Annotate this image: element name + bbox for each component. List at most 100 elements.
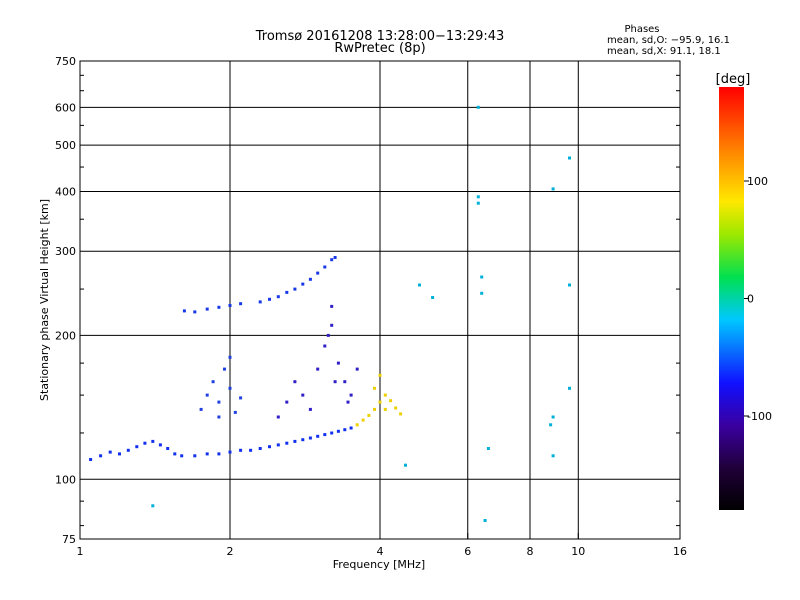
data-point <box>285 400 289 404</box>
data-point <box>217 452 221 456</box>
data-point <box>343 428 347 432</box>
data-point <box>330 258 334 262</box>
data-point <box>228 386 232 390</box>
data-points <box>89 105 571 522</box>
y-tick-label: 300 <box>55 245 76 258</box>
data-point <box>378 400 382 404</box>
data-point <box>217 415 221 419</box>
y-axis-label: Stationary phase Virtual Height [km] <box>38 199 51 401</box>
data-point <box>228 304 232 307</box>
data-point <box>182 309 186 313</box>
data-point <box>249 448 253 452</box>
data-point <box>378 373 382 377</box>
data-point <box>483 519 487 522</box>
y-tick-label: 75 <box>62 533 76 546</box>
data-point <box>355 423 359 427</box>
data-point <box>233 410 237 414</box>
data-point <box>126 448 130 452</box>
data-point <box>394 406 398 410</box>
data-point <box>349 393 353 397</box>
data-point <box>223 367 226 371</box>
data-point <box>349 426 353 430</box>
x-tick-label: 4 <box>377 545 384 558</box>
data-point <box>323 433 327 437</box>
chart-title: Tromsø 20161208 13:28:00−13:29:43 <box>255 29 505 44</box>
data-point <box>431 296 435 299</box>
data-point <box>486 447 490 450</box>
data-point <box>276 415 280 419</box>
y-tick-label: 600 <box>55 101 76 114</box>
data-point <box>330 431 334 435</box>
data-point <box>326 333 330 337</box>
data-point <box>418 283 421 287</box>
legend-title: Phases <box>624 24 659 35</box>
data-point <box>151 504 155 508</box>
data-point <box>480 291 484 295</box>
data-point <box>336 361 340 365</box>
data-point <box>308 407 312 411</box>
data-point <box>308 277 312 281</box>
data-point <box>158 443 162 447</box>
data-point <box>143 441 147 445</box>
x-tick-label: 16 <box>673 545 687 558</box>
data-point <box>404 463 407 467</box>
data-point <box>383 393 387 397</box>
data-point <box>258 300 262 304</box>
data-point <box>258 447 262 450</box>
data-point <box>480 275 484 279</box>
colorbar-tick-label: 0 <box>747 293 754 306</box>
data-point <box>355 367 359 371</box>
data-point <box>99 454 103 458</box>
data-point <box>118 452 121 456</box>
data-point <box>301 393 305 397</box>
data-point <box>180 454 184 458</box>
data-point <box>476 195 480 199</box>
x-tick-label: 10 <box>571 545 585 558</box>
data-point <box>308 436 312 440</box>
x-axis: 1 2 4 6 8 10 16 <box>77 533 687 558</box>
grid-lines <box>80 61 680 539</box>
colorbar-label: [deg] <box>716 72 751 87</box>
data-point <box>330 304 334 308</box>
data-point <box>373 386 376 390</box>
data-point <box>217 400 221 404</box>
data-point <box>211 380 215 384</box>
x-tick-label: 1 <box>77 545 84 558</box>
data-point <box>268 445 271 449</box>
x-tick-label: 6 <box>464 545 471 558</box>
data-point <box>285 290 289 294</box>
data-point <box>205 393 209 397</box>
data-point <box>217 305 221 309</box>
data-point <box>239 396 243 400</box>
data-point <box>336 429 340 433</box>
data-point <box>549 423 553 427</box>
y-tick-label: 200 <box>55 329 76 342</box>
data-point <box>301 438 305 442</box>
data-point <box>151 439 155 443</box>
data-point <box>316 434 320 438</box>
data-point <box>276 443 280 447</box>
x-tick-label: 8 <box>527 545 534 558</box>
data-point <box>228 450 232 454</box>
data-point <box>293 439 297 443</box>
data-point <box>568 283 571 287</box>
chart-subtitle: RwPretec (8p) <box>334 41 425 56</box>
colorbar-tick-label: 100 <box>747 175 768 188</box>
data-point <box>89 458 93 461</box>
data-point <box>323 344 327 348</box>
colorbar-ticks: 100 0 -100 <box>744 175 772 423</box>
data-point <box>316 271 320 275</box>
data-point <box>268 297 271 301</box>
data-point <box>333 380 337 384</box>
data-point <box>301 282 305 286</box>
data-point <box>551 415 555 419</box>
data-point <box>228 355 232 359</box>
data-point <box>389 399 393 403</box>
data-point <box>276 295 280 299</box>
y-tick-label: 500 <box>55 139 76 152</box>
legend-line-o: mean, sd,O: −95.9, 16.1 <box>607 35 730 46</box>
data-point <box>399 412 403 416</box>
data-point <box>383 407 387 411</box>
x-tick-label: 2 <box>227 545 234 558</box>
